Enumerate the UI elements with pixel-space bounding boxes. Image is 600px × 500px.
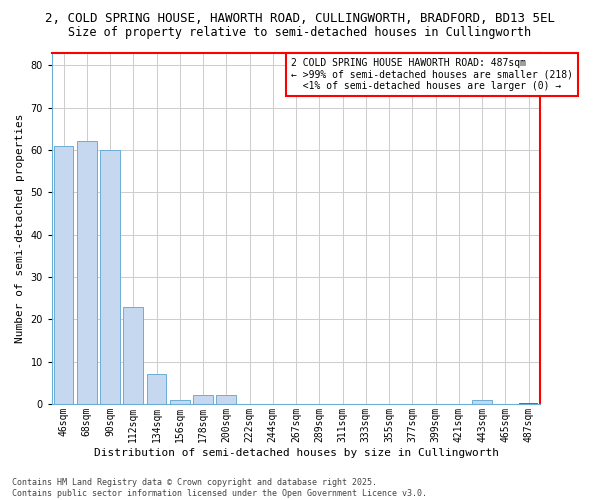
X-axis label: Distribution of semi-detached houses by size in Cullingworth: Distribution of semi-detached houses by … <box>94 448 499 458</box>
Text: Size of property relative to semi-detached houses in Cullingworth: Size of property relative to semi-detach… <box>68 26 532 39</box>
Bar <box>217 396 236 404</box>
Bar <box>100 150 120 404</box>
Bar <box>77 142 97 404</box>
Bar <box>54 146 73 404</box>
Bar <box>170 400 190 404</box>
Bar <box>124 306 143 404</box>
Bar <box>472 400 492 404</box>
Y-axis label: Number of semi-detached properties: Number of semi-detached properties <box>15 114 25 343</box>
Bar <box>193 396 213 404</box>
Text: Contains HM Land Registry data © Crown copyright and database right 2025.
Contai: Contains HM Land Registry data © Crown c… <box>12 478 427 498</box>
Text: 2, COLD SPRING HOUSE, HAWORTH ROAD, CULLINGWORTH, BRADFORD, BD13 5EL: 2, COLD SPRING HOUSE, HAWORTH ROAD, CULL… <box>45 12 555 26</box>
Text: 2 COLD SPRING HOUSE HAWORTH ROAD: 487sqm
← >99% of semi-detached houses are smal: 2 COLD SPRING HOUSE HAWORTH ROAD: 487sqm… <box>291 58 573 91</box>
Bar <box>146 374 166 404</box>
